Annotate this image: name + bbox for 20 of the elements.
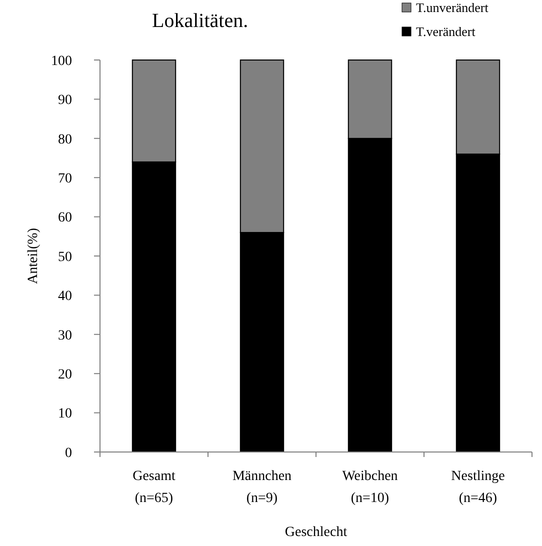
x-tick-label: Männchen (n=9) — [232, 469, 292, 506]
y-tick-label: 60 — [58, 210, 72, 226]
x-tick-label: Weibchen (n=10) — [342, 469, 398, 506]
y-tick-label: 50 — [58, 250, 72, 265]
y-tick-label: 20 — [58, 368, 72, 382]
legend-label: T.verändert — [416, 24, 476, 39]
y-axis-title: Anteil(%) — [26, 228, 41, 284]
y-tick-label: 70 — [58, 172, 72, 186]
y-tick-label: 40 — [58, 289, 72, 304]
y-tick-label: 80 — [58, 132, 72, 148]
y-tick-label: 10 — [58, 406, 72, 422]
x-tick-label: Gesamt (n=65) — [132, 469, 176, 506]
y-tick-label: 0 — [65, 446, 72, 461]
y-tick-label: 100 — [51, 54, 72, 69]
y-tick-label: 30 — [58, 328, 72, 344]
x-axis-title: Geschlecht — [284, 525, 348, 540]
chart-title: Lokalitäten. — [152, 10, 248, 32]
legend-label: T.unverändert — [416, 0, 489, 15]
y-tick-label: 90 — [58, 93, 72, 108]
x-tick-label: Nestlinge (n=46) — [451, 469, 505, 506]
